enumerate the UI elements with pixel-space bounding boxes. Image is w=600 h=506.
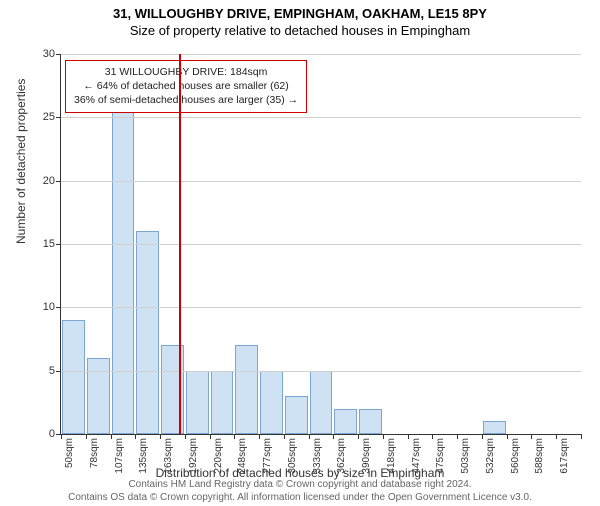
annotation-line-3: 36% of semi-detached houses are larger (… [74,93,298,107]
property-marker-line [179,54,181,434]
xtick-mark [135,434,136,439]
xtick-mark [482,434,483,439]
ytick-label: 20 [43,175,55,187]
footer-line-2: Contains OS data © Crown copyright. All … [0,492,600,505]
annotation-line-1: 31 WILLOUGHBY DRIVE: 184sqm [74,65,298,79]
gridline [61,244,581,245]
footer-line-1: Contains HM Land Registry data © Crown c… [0,479,600,492]
xtick-mark [457,434,458,439]
xtick-mark [333,434,334,439]
histogram-bar [87,358,110,434]
ytick-label: 15 [43,238,55,250]
gridline [61,54,581,55]
histogram-bar [186,371,209,434]
ytick-label: 10 [43,301,55,313]
xtick-mark [61,434,62,439]
histogram-bar [285,396,308,434]
xtick-mark [234,434,235,439]
ytick-label: 5 [49,365,55,377]
histogram-bar [483,421,506,434]
annotation-box: 31 WILLOUGHBY DRIVE: 184sqm ← 64% of det… [65,60,307,113]
gridline [61,117,581,118]
histogram-bar [211,371,234,434]
xtick-mark [383,434,384,439]
xtick-mark [259,434,260,439]
page-title-address: 31, WILLOUGHBY DRIVE, EMPINGHAM, OAKHAM,… [0,6,600,21]
page-subtitle: Size of property relative to detached ho… [0,23,600,38]
footer-attribution: Contains HM Land Registry data © Crown c… [0,479,600,504]
ytick-label: 30 [43,48,55,60]
ytick-label: 0 [49,428,55,440]
xtick-mark [309,434,310,439]
xtick-mark [284,434,285,439]
ytick-mark [56,117,61,118]
gridline [61,307,581,308]
histogram-bar [136,231,159,434]
xtick-mark [507,434,508,439]
chart-plot-area: 31 WILLOUGHBY DRIVE: 184sqm ← 64% of det… [60,54,581,435]
xtick-mark [408,434,409,439]
x-axis-label: Distribution of detached houses by size … [0,466,600,480]
xtick-label: 50sqm [64,438,75,468]
histogram-bar [235,345,258,434]
xtick-mark [210,434,211,439]
xtick-mark [531,434,532,439]
ytick-mark [56,244,61,245]
ytick-label: 25 [43,111,55,123]
histogram-bar [62,320,85,434]
xtick-label: 78sqm [89,438,100,468]
histogram-bar [310,371,333,434]
ytick-mark [56,181,61,182]
xtick-mark [432,434,433,439]
ytick-mark [56,307,61,308]
annotation-line-2: ← 64% of detached houses are smaller (62… [74,79,298,93]
histogram-bar [334,409,357,434]
histogram-bar [112,105,135,434]
ytick-mark [56,371,61,372]
histogram-bar [260,371,283,434]
gridline [61,181,581,182]
xtick-mark [581,434,582,439]
xtick-mark [358,434,359,439]
histogram-bar [359,409,382,434]
gridline [61,371,581,372]
ytick-mark [56,54,61,55]
xtick-mark [185,434,186,439]
xtick-mark [111,434,112,439]
y-axis-label: Number of detached properties [14,79,28,244]
xtick-mark [86,434,87,439]
xtick-mark [556,434,557,439]
xtick-mark [160,434,161,439]
